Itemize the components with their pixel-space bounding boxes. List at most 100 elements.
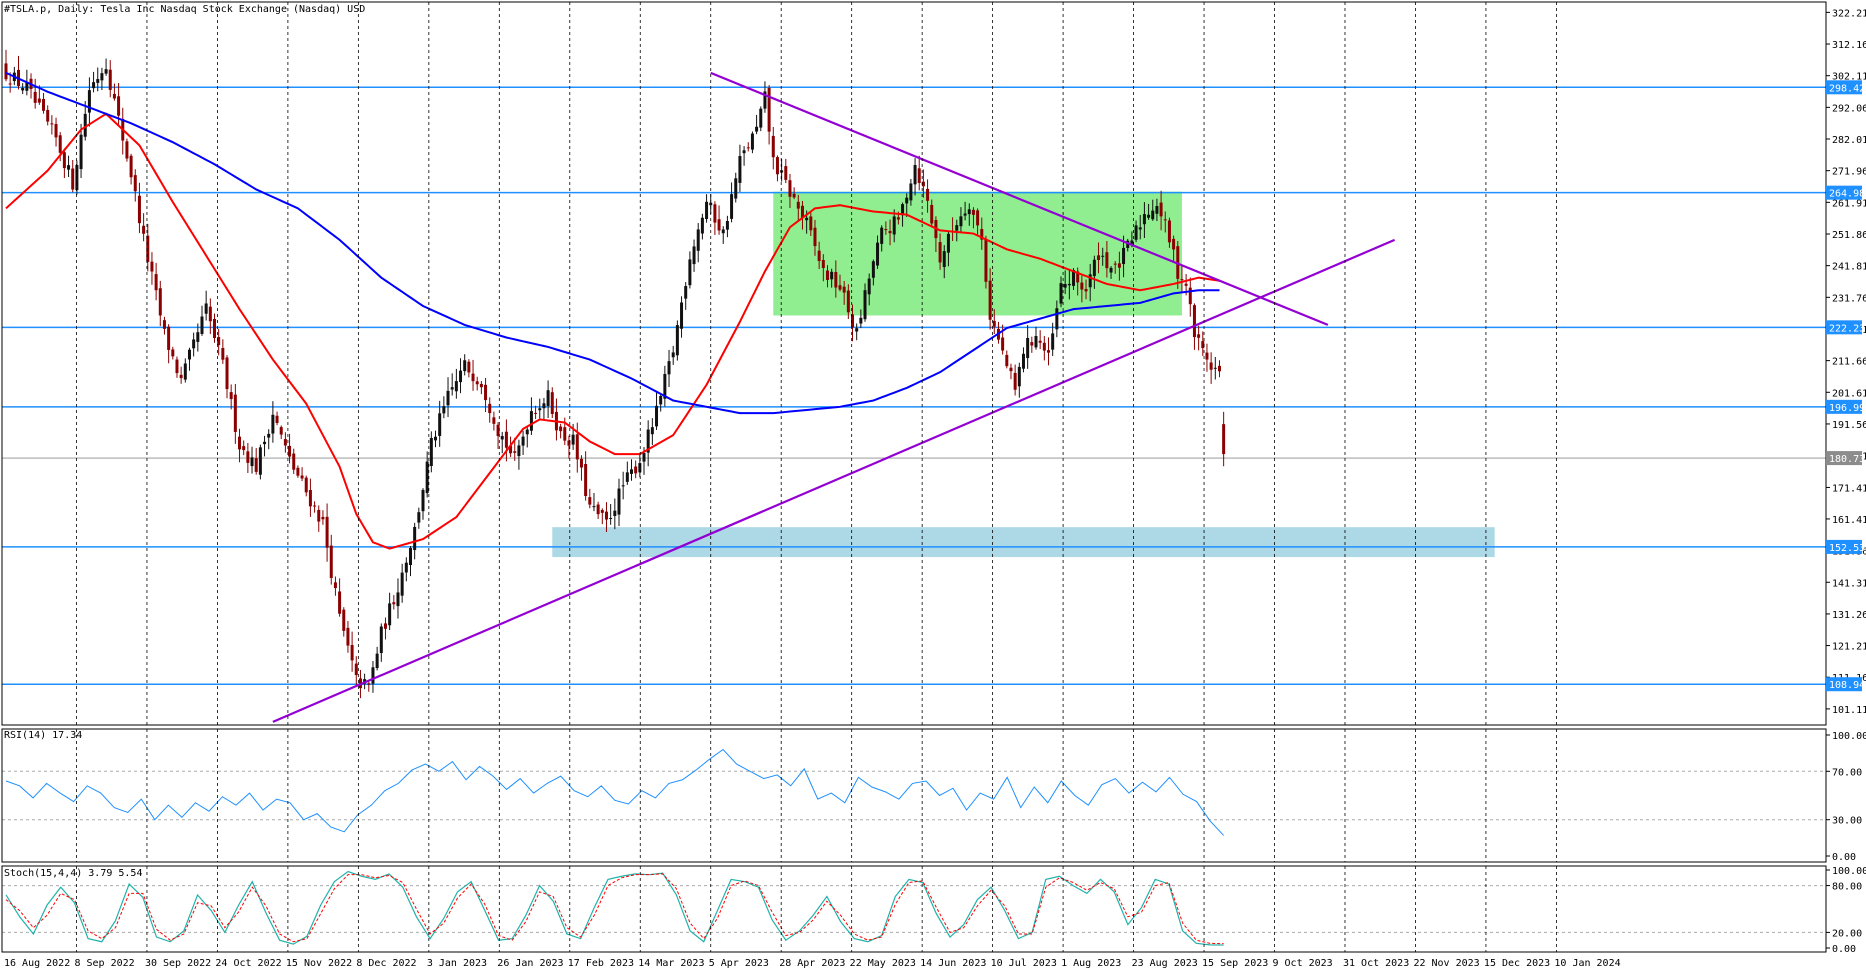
candle-body [938,242,942,263]
candle-body [263,441,267,445]
candle-body [659,395,663,405]
candle-body [429,437,433,466]
candle-body [604,511,608,520]
candle-body [617,488,621,515]
candle-body [971,209,975,215]
candle-body [129,155,133,178]
date-tick-label: 15 Sep 2023 [1202,958,1268,969]
stoch-y-tick-label: 80.00 [1832,882,1862,893]
candle-body [304,477,308,493]
candle-body [279,427,283,435]
candle-body [192,339,196,349]
candle-body [905,197,909,204]
y-tick-label: 211.66 [1832,357,1866,368]
candle-body [759,108,763,128]
candle-body [509,445,513,454]
candle-body [1188,287,1192,305]
date-tick-label: 5 Apr 2023 [709,958,769,969]
candle-body [646,429,650,453]
candle-body [104,69,108,74]
date-tick-label: 30 Sep 2022 [145,958,211,969]
price-level-marker [1826,539,1862,554]
candle-body [238,436,242,450]
candle-body [584,463,588,497]
candle-body [771,135,775,158]
candle-body [229,392,233,400]
candle-body [1201,341,1205,349]
candle-body [1142,214,1146,225]
candle-body [313,505,317,507]
candle-body [817,250,821,262]
candle-body [308,490,312,507]
candle-body [1097,255,1101,260]
candle-body [596,504,600,515]
candle-body [863,290,867,320]
candle-body [454,381,458,392]
candle-body [254,458,258,472]
candle-body [1051,333,1055,350]
candle-body [805,217,809,221]
rsi-panel-frame [1,728,1827,863]
rsi-y-tick-label: 100.00 [1832,731,1866,742]
candle-body [926,188,930,201]
candle-body [1105,252,1109,269]
date-tick-label: 24 Oct 2022 [215,958,281,969]
candle-body [1134,225,1138,240]
date-tick-label: 14 Mar 2023 [638,958,704,969]
candle-body [671,352,675,358]
candle-body [1013,372,1017,390]
candle-body [529,411,533,431]
date-tick-label: 31 Oct 2023 [1343,958,1409,969]
candle-body [1080,282,1084,290]
candle-body [1130,240,1134,244]
candle-body [33,91,37,103]
candle-body [663,373,667,399]
stoch-panel-frame [1,865,1827,953]
candle-body [167,326,171,350]
candle-body [200,316,204,334]
candle-body [746,147,750,149]
candle-body [67,165,71,170]
candle-body [859,317,863,324]
candle-body [329,545,333,578]
candle-body [609,518,613,520]
candle-body [750,133,754,150]
candle-body [1217,365,1221,372]
candle-body [546,390,550,407]
y-tick-label: 101.11 [1832,705,1866,716]
candle-body [763,91,767,109]
candle-body [1034,336,1038,348]
candle-body [896,217,900,220]
moving-average-slow [5,71,1220,415]
candle-body [179,374,183,379]
candle-body [75,165,79,191]
candle-body [867,278,871,295]
candle-body [258,447,262,475]
candle-body [884,229,888,231]
candle-body [1076,271,1080,283]
y-tick-label: 251.86 [1832,230,1866,241]
candle-body [146,235,150,262]
candle-body [767,87,771,132]
y-tick-label: 141.31 [1832,578,1866,589]
price-panel [2,49,1826,723]
candle-body [930,204,934,224]
stoch-y-tick-label: 20.00 [1832,928,1862,939]
candle-body [175,359,179,374]
candle-body [317,509,321,522]
candle-body [1172,238,1176,250]
date-tick-label: 14 Jun 2023 [920,958,986,969]
candle-body [413,526,417,551]
price-level-marker-label: 298.42 [1829,83,1865,94]
candle-body [888,231,892,234]
rsi-y-tick-label: 0.00 [1832,852,1856,863]
candle-body [333,582,337,589]
candle-body [825,270,829,281]
chart-title: #TSLA.p, Daily: Tesla Inc Nasdaq Stock E… [4,4,365,15]
candle-body [796,201,800,209]
candle-body [154,274,158,291]
price-level-marker-label: 108.94 [1829,680,1865,691]
price-panel-frame [1,1,1827,726]
last-price-marker [1826,451,1862,466]
candle-body [150,261,154,272]
